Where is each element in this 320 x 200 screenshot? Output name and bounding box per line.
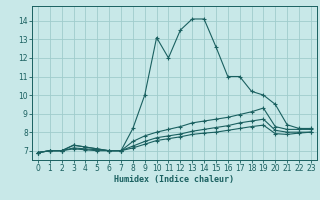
X-axis label: Humidex (Indice chaleur): Humidex (Indice chaleur) bbox=[115, 175, 234, 184]
